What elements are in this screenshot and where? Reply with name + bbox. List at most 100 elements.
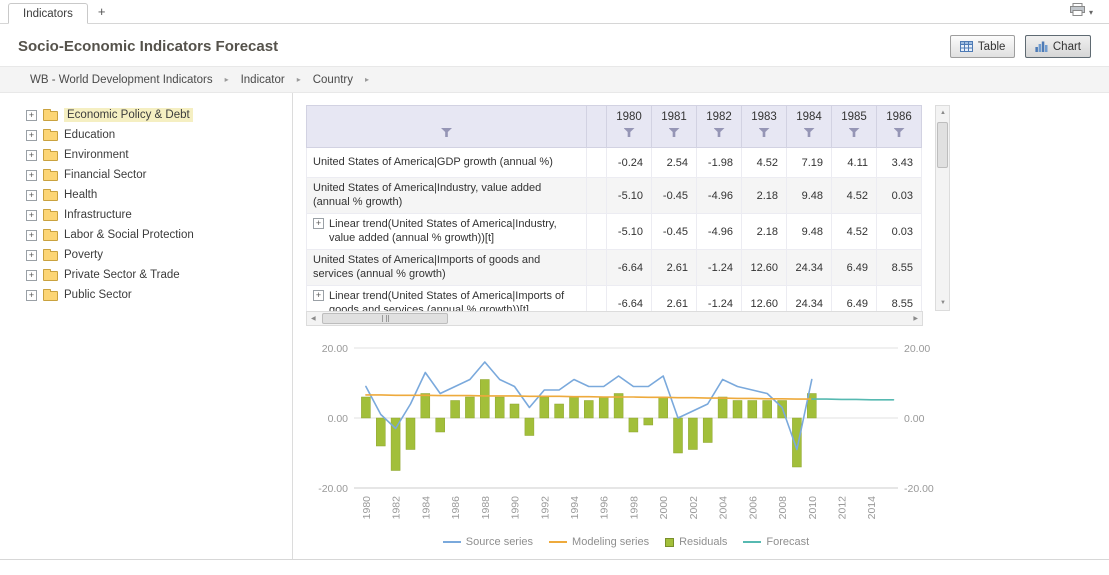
cell-value: 2.61 [651,285,697,311]
breadcrumb-item[interactable]: WB - World Development Indicators [30,73,213,86]
print-icon[interactable] [1069,3,1085,21]
dropdown-caret-icon[interactable]: ▾ [1088,7,1093,17]
legend-item[interactable]: Source series [442,536,534,548]
sidebar-item[interactable]: Health [0,185,292,205]
horizontal-scrollbar[interactable]: ◀ ▶ [306,311,923,326]
legend-marker-icon [442,541,461,543]
expand-icon[interactable] [26,249,37,261]
row-label: Linear trend(United States of America|Im… [329,290,565,311]
table-row[interactable]: United States of America|GDP growth (ann… [306,147,922,178]
cell-value: 9.48 [786,213,832,250]
filter-icon[interactable] [713,128,725,137]
legend-item[interactable]: Modeling series [549,536,649,548]
scroll-up-icon[interactable]: ▲ [940,110,946,116]
sidebar-item-label: Education [64,129,116,141]
filter-icon[interactable] [848,128,860,137]
column-header[interactable]: 1985 [831,105,877,148]
sidebar-item[interactable]: Public Sector [0,285,292,305]
grid-spacer-cell [586,147,607,178]
sidebar-item-label: Environment [64,149,129,161]
sidebar-item[interactable]: Poverty [0,245,292,265]
table-row[interactable]: United States of America|Imports of good… [306,249,922,286]
row-label-cell: United States of America|GDP growth (ann… [306,147,587,178]
table-view-button[interactable]: Table [949,35,1016,58]
cell-value: 4.52 [741,147,787,178]
vertical-scrollbar[interactable]: ▲ ▼ [935,105,950,311]
breadcrumb-item[interactable]: Indicator [240,73,285,86]
svg-text:1986: 1986 [450,496,462,520]
scroll-right-icon[interactable]: ▶ [913,316,918,322]
svg-text:2004: 2004 [718,496,730,520]
filter-icon[interactable] [893,128,905,137]
table-row[interactable]: Linear trend(United States of America|Im… [306,285,922,311]
expand-icon[interactable] [26,169,37,181]
scroll-left-icon[interactable]: ◀ [311,316,316,322]
horizontal-scrollbar-thumb[interactable] [322,313,448,324]
legend-label: Source series [465,536,534,548]
column-header[interactable]: 1984 [786,105,832,148]
sidebar-item-label: Financial Sector [64,169,147,181]
sidebar-tree: Economic Policy & Debt Education Environme… [0,105,292,305]
svg-text:20.00: 20.00 [322,343,348,355]
filter-icon[interactable] [803,128,815,137]
filter-icon[interactable] [441,128,452,137]
svg-text:0.00: 0.00 [904,413,925,425]
expand-icon[interactable] [26,209,37,221]
column-header[interactable]: 1981 [651,105,697,148]
sidebar-item[interactable]: Financial Sector [0,165,292,185]
sidebar-item[interactable]: Private Sector & Trade [0,265,292,285]
sidebar-item[interactable]: Economic Policy & Debt [0,105,292,125]
expand-icon[interactable] [26,129,37,141]
forecast-chart-svg: 20.00 20.00 0.00 0.00 -20.00 -20.00 1980 1982 19… [318,343,934,520]
column-header[interactable]: 1982 [696,105,742,148]
grid-spacer-cell [586,177,607,214]
sidebar-item[interactable]: Infrastructure [0,205,292,225]
expand-icon[interactable] [313,218,324,230]
svg-text:1982: 1982 [391,496,403,520]
folder-icon [43,249,58,261]
grid-spacer-cell [586,249,607,286]
breadcrumb-item[interactable]: Country [312,73,353,86]
chart-legend: Source series Modeling series Residuals For… [306,536,946,548]
row-label-cell: Linear trend(United States of America|Im… [306,285,587,311]
cell-value: 2.18 [741,213,787,250]
svg-text:1994: 1994 [569,496,581,520]
legend-item[interactable]: Forecast [743,536,809,548]
sidebar: Economic Policy & Debt Education Environme… [0,93,293,559]
filter-icon[interactable] [758,128,770,137]
column-header[interactable]: 1983 [741,105,787,148]
table-row[interactable]: Linear trend(United States of America|In… [306,213,922,250]
svg-text:20.00: 20.00 [904,343,930,355]
cell-value: 24.34 [786,249,832,286]
chart-view-button[interactable]: Chart [1024,35,1091,58]
legend-item[interactable]: Residuals [665,536,727,548]
row-label: United States of America|GDP growth (ann… [313,155,553,168]
sidebar-item[interactable]: Education [0,125,292,145]
breadcrumb-arrow-icon: ▸ [224,75,229,84]
filter-icon[interactable] [623,128,635,137]
sidebar-item[interactable]: Labor & Social Protection [0,225,292,245]
cell-value: 4.11 [831,147,877,178]
column-header[interactable]: 1986 [876,105,922,148]
cell-value: -1.24 [696,249,742,286]
expand-icon[interactable] [26,109,37,121]
expand-icon[interactable] [26,269,37,281]
expand-icon[interactable] [313,290,324,302]
folder-icon [43,209,58,221]
tab-indicators[interactable]: Indicators [8,3,88,24]
add-tab-button[interactable]: + [97,4,106,19]
scroll-down-icon[interactable]: ▼ [940,300,946,306]
svg-text:2014: 2014 [866,496,878,520]
filter-icon[interactable] [668,128,680,137]
sidebar-item[interactable]: Environment [0,145,292,165]
cell-value: 2.61 [651,249,697,286]
expand-icon[interactable] [26,229,37,241]
column-header[interactable]: 1980 [606,105,652,148]
table-row[interactable]: United States of America|Industry, value… [306,177,922,214]
vertical-scrollbar-thumb[interactable] [937,122,948,168]
expand-icon[interactable] [26,289,37,301]
expand-icon[interactable] [26,149,37,161]
chart-button-label: Chart [1052,40,1081,53]
expand-icon[interactable] [26,189,37,201]
